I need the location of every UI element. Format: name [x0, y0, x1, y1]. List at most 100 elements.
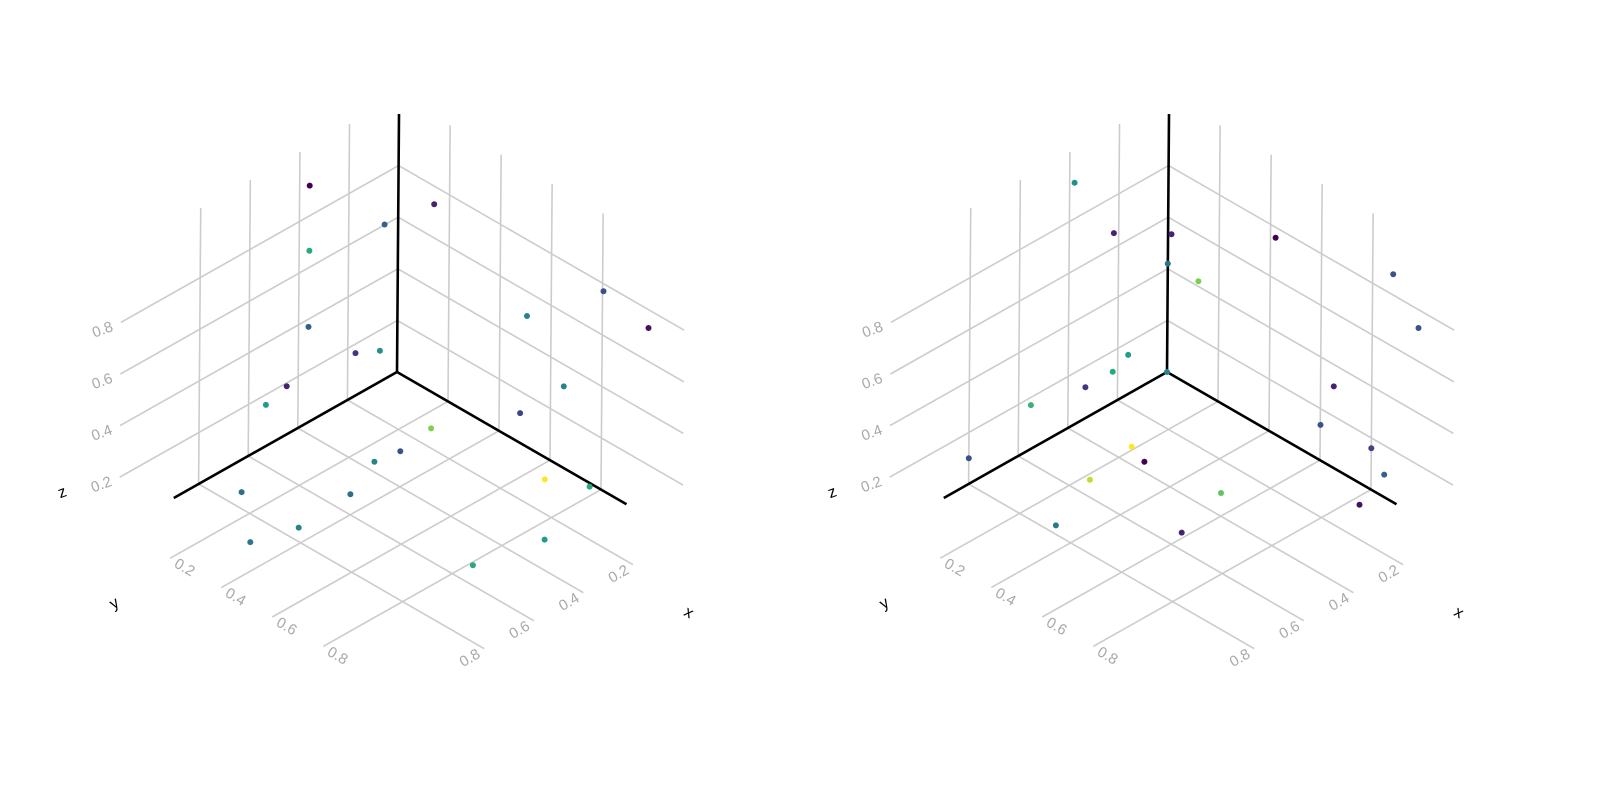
x-axis-line	[396, 370, 628, 506]
grid-line-wall-z	[120, 216, 399, 375]
scatter-point	[381, 221, 388, 228]
grid-line-wall-y	[247, 179, 252, 457]
z-tick-label: 0.8	[860, 318, 885, 341]
grid-line-floor-y	[1067, 427, 1354, 594]
scatter-point	[1110, 230, 1117, 237]
scatter-point	[1356, 501, 1363, 508]
grid-line-wall-z2	[398, 164, 685, 331]
grid-line-wall-y	[197, 207, 202, 485]
grid-line-floor-y	[968, 483, 1255, 650]
scatter-point	[517, 410, 524, 417]
grid-line-floor-y	[1117, 399, 1404, 566]
scatter-point	[1086, 476, 1093, 483]
y-tick-label: 0.8	[457, 646, 484, 671]
grid-line-floor-x	[169, 400, 449, 559]
scatter-point	[397, 448, 404, 455]
y-tick-label: 0.4	[1326, 590, 1353, 615]
y-tick-label: 0.4	[556, 590, 583, 615]
scatter-point	[238, 489, 245, 496]
scatter-point	[428, 425, 435, 432]
scatter-point	[1125, 351, 1132, 358]
x-tick-label: 0.2	[171, 555, 198, 580]
scatter-point	[431, 201, 438, 208]
scatter-point	[1178, 529, 1185, 536]
x-axis-line	[1166, 370, 1398, 506]
grid-line-floor-y	[198, 483, 485, 650]
grid-line-wall-x	[498, 154, 502, 431]
grid-line-floor-x	[271, 459, 551, 618]
scatter-point	[1082, 384, 1089, 391]
grid-line-wall-z2	[397, 319, 684, 486]
scatter-point	[541, 536, 548, 543]
scatter-point	[1052, 522, 1059, 529]
x-tick-label: 0.8	[1094, 643, 1121, 668]
scatter-point	[283, 383, 290, 390]
x-axis-label: x	[681, 603, 696, 622]
grid-line-wall-z2	[1168, 164, 1455, 331]
scatter-point	[524, 313, 530, 319]
grid-line-floor-x	[1041, 459, 1321, 618]
y-tick-label: 0.6	[1276, 618, 1303, 643]
grid-line-floor-x	[1092, 488, 1372, 648]
scatter-point	[1218, 490, 1224, 496]
y-tick-label: 0.8	[1227, 646, 1254, 671]
scatter-point	[965, 455, 972, 462]
grid-line-wall-z	[890, 164, 1169, 324]
scatter-point	[247, 539, 254, 546]
scatter-point	[1128, 443, 1135, 450]
scatter-point	[1330, 383, 1337, 390]
scatter-point	[376, 347, 383, 354]
y-tick-label: 0.2	[605, 562, 632, 587]
grid-line-wall-z	[889, 319, 1168, 478]
z-axis-label: z	[56, 483, 69, 502]
grid-line-wall-z	[119, 268, 399, 427]
grid-line-wall-z	[119, 319, 398, 478]
grid-line-wall-z	[889, 268, 1169, 427]
grid-line-wall-x	[1268, 154, 1272, 431]
y-tick-label: 0.6	[506, 618, 533, 643]
grid-line-floor-y	[1017, 455, 1305, 622]
scatter-point	[347, 491, 354, 498]
grid-line-wall-z2	[397, 216, 685, 383]
grid-line-wall-y	[1017, 179, 1022, 457]
subplot-left: 0.2 0.4 0.6 0.8 0.2 0.4 0.6 0.8 0.2 0.4 0.6 0.8 x y z	[56, 113, 696, 671]
scatter-point	[1168, 231, 1175, 238]
scatter-point	[1368, 445, 1375, 452]
scatter-point	[1317, 421, 1324, 428]
scatter-point	[1415, 325, 1422, 331]
x-axis-label: x	[1451, 603, 1466, 622]
scatter-point	[645, 325, 652, 331]
z-tick-label: 0.8	[90, 318, 115, 341]
grid-line-wall-x	[1370, 213, 1374, 490]
z-axis-line	[395, 113, 401, 373]
scatter-point	[371, 458, 378, 465]
grid-line-wall-z	[890, 216, 1169, 375]
z-tick-label: 0.6	[860, 370, 885, 393]
grid-line-wall-x	[447, 125, 451, 402]
grid-line-floor-x	[220, 430, 500, 589]
scatter-point	[1027, 402, 1034, 409]
scatter-point	[306, 247, 313, 254]
x-tick-label: 0.6	[273, 614, 300, 639]
grid-line-floor-x	[939, 400, 1219, 559]
scatter-point	[600, 288, 607, 295]
z-tick-label: 0.6	[90, 370, 115, 393]
x-tick-label: 0.2	[941, 555, 968, 580]
scatter-point	[541, 476, 548, 483]
grid-line-wall-y	[1116, 123, 1121, 401]
z-tick-label: 0.4	[859, 422, 884, 445]
grid-line-wall-x	[1217, 125, 1221, 402]
grid-line-wall-x	[1319, 184, 1323, 461]
grid-line-wall-y	[1067, 151, 1071, 429]
grid-line-wall-y	[297, 151, 301, 429]
scatter-point	[560, 383, 567, 390]
scatter-point	[1164, 260, 1171, 267]
scatter-point	[1071, 179, 1078, 186]
z-tick-label: 0.4	[89, 422, 114, 445]
grid-line-floor-x	[990, 430, 1270, 589]
x-tick-label: 0.6	[1043, 614, 1070, 639]
grid-line-floor-y	[297, 427, 584, 594]
y-tick-label: 0.2	[1375, 562, 1402, 587]
subplot-right: 0.2 0.4 0.6 0.8 0.2 0.4 0.6 0.8 0.2 0.4 0.6 0.8 x y z	[826, 113, 1466, 671]
y-axis-label: y	[877, 594, 892, 613]
